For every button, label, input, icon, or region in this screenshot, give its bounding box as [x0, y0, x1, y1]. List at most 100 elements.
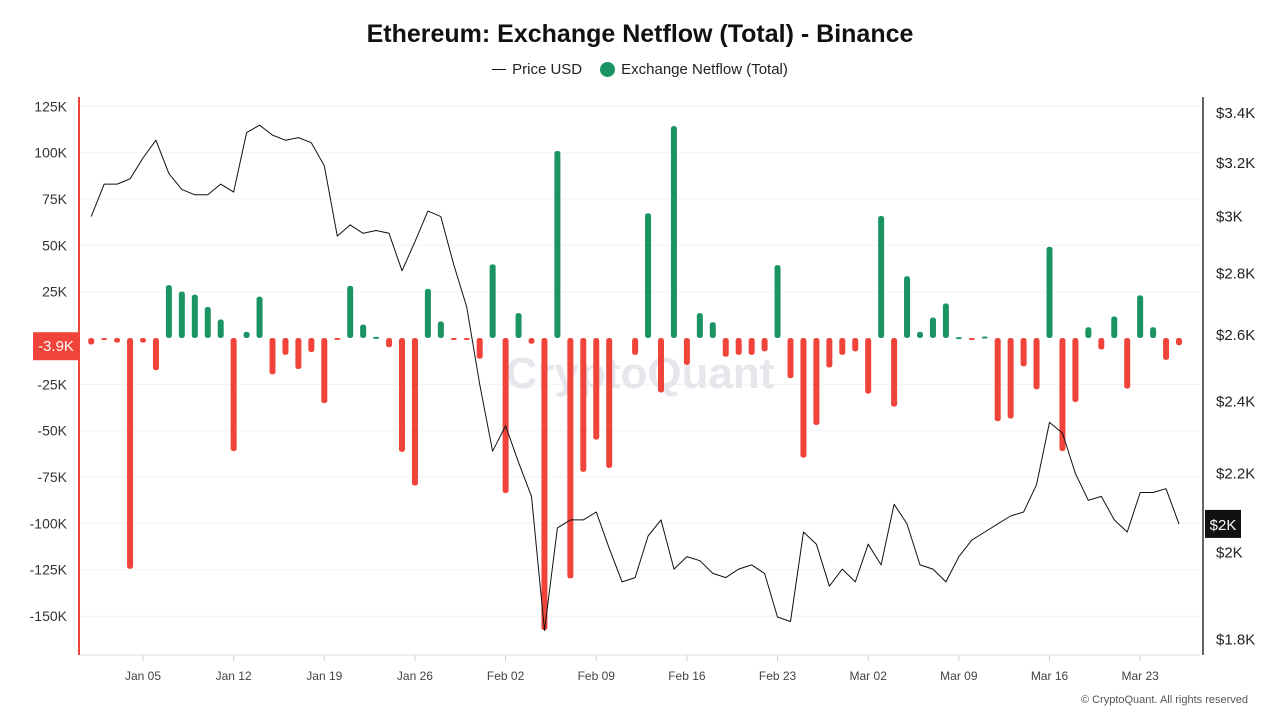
legend-item-netflow[interactable]: Exchange Netflow (Total): [600, 61, 788, 78]
left-tick-label: -25K: [37, 376, 67, 392]
netflow-bar: [282, 337, 289, 355]
legend-item-price[interactable]: Price USD: [492, 61, 582, 78]
netflow-bar: [411, 337, 418, 486]
netflow-bar: [256, 296, 263, 338]
netflow-bar: [1124, 337, 1131, 389]
right-tick-label: $2K: [1216, 544, 1243, 561]
left-tick-label: -150K: [30, 608, 68, 624]
x-tick-label: Jan 26: [397, 669, 433, 683]
netflow-bar: [489, 264, 496, 338]
netflow-bar: [217, 319, 224, 338]
netflow-bar: [670, 126, 677, 338]
netflow-bar: [463, 337, 470, 340]
netflow-bar: [852, 337, 859, 352]
netflow-bar: [1007, 337, 1014, 419]
netflow-bar: [230, 337, 237, 452]
netflow-bar: [865, 337, 872, 394]
current-netflow-label: -3.9K: [38, 338, 74, 355]
netflow-bar: [696, 313, 703, 338]
netflow-bar: [1163, 337, 1170, 360]
netflow-bar: [347, 285, 354, 338]
netflow-bar: [386, 337, 393, 348]
left-tick-label: 75K: [42, 191, 68, 207]
right-tick-label: $2.2K: [1216, 465, 1255, 482]
value-badges: -3.9K $2K: [33, 332, 1241, 538]
netflow-bar: [243, 331, 250, 338]
netflow-bar: [567, 337, 574, 579]
dot-icon: [600, 62, 616, 77]
netflow-bar: [891, 337, 898, 407]
right-tick-label: $2.8K: [1216, 266, 1255, 283]
netflow-bar: [645, 213, 652, 338]
chart-title: Ethereum: Exchange Netflow (Total) - Bin…: [366, 20, 914, 48]
netflow-bar: [1111, 316, 1118, 338]
x-tick-label: Jan 19: [306, 669, 342, 683]
current-price-badge: [1205, 509, 1241, 538]
netflow-bar: [541, 337, 548, 631]
netflow-bar: [321, 337, 328, 404]
netflow-bar: [632, 337, 639, 355]
right-tick-label: $3K: [1216, 209, 1243, 226]
netflow-bars: [88, 126, 1182, 631]
netflow-bar: [929, 317, 936, 338]
netflow-bar: [1098, 337, 1105, 350]
price-line-group: [90, 124, 1180, 631]
netflow-bar: [839, 337, 846, 355]
x-tick-label: Feb 23: [759, 669, 797, 683]
netflow-bar: [800, 337, 807, 458]
x-tick-label: Feb 09: [578, 669, 616, 683]
x-tick-label: Mar 09: [940, 669, 978, 683]
netflow-bar: [204, 307, 211, 338]
netflow-bar: [140, 337, 146, 343]
x-tick-label: Jan 05: [125, 669, 161, 683]
netflow-bar: [1020, 337, 1027, 367]
netflow-bar: [152, 337, 159, 371]
netflow-bar: [981, 336, 988, 339]
netflow-bar: [1046, 246, 1053, 338]
netflow-bar: [813, 337, 820, 425]
netflow-bar: [334, 337, 341, 340]
x-tick-label: Mar 02: [850, 669, 888, 683]
netflow-bar: [1033, 337, 1040, 390]
netflow-bar: [399, 337, 405, 452]
netflow-bar: [994, 337, 1001, 422]
x-tick-label: Mar 23: [1121, 669, 1159, 683]
netflow-bar: [528, 337, 535, 344]
right-tick-label: $2.6K: [1216, 327, 1255, 344]
netflow-bar: [1150, 327, 1157, 338]
right-tick-label: $3.4K: [1216, 105, 1255, 122]
netflow-bar: [658, 337, 664, 393]
netflow-bar: [114, 337, 121, 343]
netflow-bar: [904, 276, 911, 338]
netflow-bar: [1072, 337, 1079, 402]
netflow-bar: [127, 337, 134, 569]
netflow-bar: [502, 337, 509, 494]
netflow-bar: [787, 337, 794, 379]
netflow-bar: [101, 337, 108, 340]
current-netflow-badge: [33, 332, 79, 361]
price-line: [90, 124, 1180, 631]
netflow-bar: [178, 291, 185, 338]
legend-label-netflow: Exchange Netflow (Total): [621, 61, 788, 78]
x-tick-label: Feb 16: [668, 669, 706, 683]
netflow-bar: [683, 337, 690, 365]
netflow-bar: [735, 337, 742, 355]
netflow-bar: [1059, 337, 1066, 452]
netflow-bar: [308, 337, 315, 353]
netflow-bar: [606, 337, 613, 468]
netflow-bar: [424, 288, 431, 338]
netflow-bar: [826, 337, 833, 368]
x-tick-label: Feb 02: [487, 669, 525, 683]
right-tick-label: $3.2K: [1216, 155, 1255, 172]
netflow-bar: [373, 336, 380, 339]
left-tick-label: -75K: [37, 469, 67, 485]
netflow-bar: [88, 337, 95, 345]
watermark: CryptoQuant: [506, 349, 775, 398]
legend-label-price: Price USD: [512, 61, 583, 78]
x-axis-ticks: Jan 05 Jan 12 Jan 19 Jan 26 Feb 02 Feb 09 Feb …: [125, 655, 1159, 683]
line-swatch-icon: [492, 69, 507, 70]
netflow-bar: [437, 321, 444, 338]
netflow-bar: [580, 337, 587, 472]
netflow-bar: [593, 337, 600, 440]
